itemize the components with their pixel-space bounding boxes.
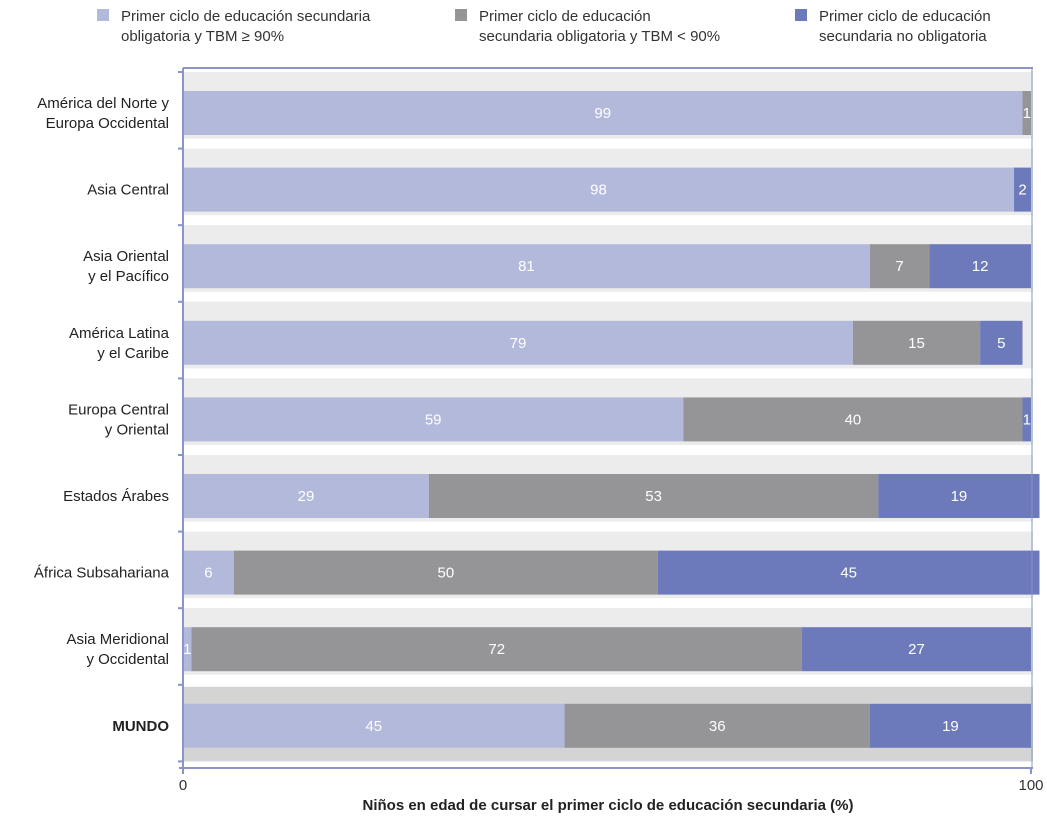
segment-label: 99 [594, 105, 611, 122]
bar-segment [183, 91, 1023, 135]
row-separator [183, 138, 1033, 149]
category-label: MUNDO [112, 718, 169, 735]
category-label: Asia Meridional y Occidental [66, 631, 169, 668]
row-separator [183, 598, 1033, 609]
row-separator [183, 521, 1033, 532]
legend-swatch [97, 9, 109, 21]
bar-segment [183, 320, 853, 365]
bar-segment [1022, 91, 1031, 135]
segment-label: 36 [709, 718, 726, 735]
legend-item: Primer ciclo de educación secundaria obli… [97, 8, 371, 45]
legend: Primer ciclo de educación secundaria obli… [97, 8, 991, 45]
bar-segment [428, 474, 879, 518]
bar-segment [980, 320, 1023, 365]
segment-label: 7 [895, 258, 903, 275]
bar-segment [183, 397, 684, 442]
legend-item: Primer ciclo de educación secundaria no o… [795, 8, 991, 45]
segment-label: 12 [972, 258, 989, 275]
legend-item: Primer ciclo de educación secundaria obli… [455, 8, 720, 45]
segment-label: 2 [1018, 182, 1026, 199]
row-separator [183, 445, 1033, 455]
bar-segment [183, 627, 192, 672]
axes: 0 100 [178, 67, 1044, 794]
bar-segment [183, 167, 1015, 212]
x-axis-title: Niños en edad de cursar el primer ciclo … [363, 797, 854, 814]
bars [183, 91, 1040, 748]
segment-label: 45 [840, 565, 857, 582]
bar-segment [564, 703, 870, 748]
segment-label: 5 [997, 335, 1005, 352]
bar-segment [878, 474, 1040, 518]
segment-label: 72 [488, 641, 505, 658]
segment-label: 1 [1023, 411, 1031, 428]
category-label: América del Norte y Europa Occidental [37, 95, 169, 132]
segment-label: 27 [908, 641, 925, 658]
legend-swatch [455, 9, 467, 21]
segment-label: 19 [942, 718, 959, 735]
category-label: Estados Árabes [63, 488, 169, 505]
bar-segment [1022, 397, 1031, 442]
bar-segment [191, 627, 803, 672]
segment-label: 50 [438, 565, 455, 582]
row-separator [183, 674, 1033, 685]
segment-label: 40 [845, 411, 862, 428]
row-separator [183, 291, 1033, 302]
bar-segment [929, 244, 1031, 289]
bar-segment [183, 474, 429, 518]
x-tick-label: 100 [1018, 777, 1043, 794]
segment-label: 79 [510, 335, 527, 352]
category-label: Asia Oriental y el Pacífico [83, 248, 169, 285]
bar-segment [852, 320, 981, 365]
category-label: África Subsahariana [34, 565, 170, 582]
bar-segment [683, 397, 1023, 442]
bar-segment [869, 703, 1031, 748]
segment-label: 59 [425, 411, 442, 428]
category-label: Asia Central [87, 182, 169, 199]
bar-segment [1014, 167, 1031, 212]
legend-label: Primer ciclo de educación secundaria no o… [819, 8, 991, 45]
segment-label: 19 [951, 488, 968, 505]
legend-label: Primer ciclo de educación secundaria obli… [121, 8, 371, 45]
category-label: América Latina y el Caribe [69, 325, 170, 362]
segment-label: 1 [183, 641, 191, 658]
segment-label: 1 [1023, 105, 1031, 122]
segment-label: 6 [204, 565, 212, 582]
segment-label: 98 [590, 182, 607, 199]
legend-swatch [795, 9, 807, 21]
segment-label: 15 [908, 335, 925, 352]
bar-segment [233, 550, 658, 595]
x-tick-label: 0 [179, 777, 187, 794]
segment-label: 81 [518, 258, 535, 275]
bar-segment [869, 244, 930, 289]
category-label: Europa Central y Oriental [68, 401, 169, 438]
bar-segment [657, 550, 1040, 595]
bar-segment [802, 627, 1031, 672]
segment-labels: 99 1 98 2 81 7 12 79 15 5 59 40 1 29 53 19 6 50 45 1 72 27 45 3… [183, 105, 1031, 735]
bar-segment [183, 244, 870, 289]
row-separator [183, 368, 1033, 379]
bar-segment [183, 550, 234, 595]
row-separator [183, 215, 1033, 226]
category-labels: América del Norte y Europa Occidental Asia… [34, 95, 170, 735]
segment-label: 29 [298, 488, 315, 505]
bar-segment [183, 703, 565, 748]
legend-label: Primer ciclo de educación secundaria obli… [479, 8, 720, 45]
segment-label: 45 [365, 718, 382, 735]
segment-label: 53 [645, 488, 662, 505]
